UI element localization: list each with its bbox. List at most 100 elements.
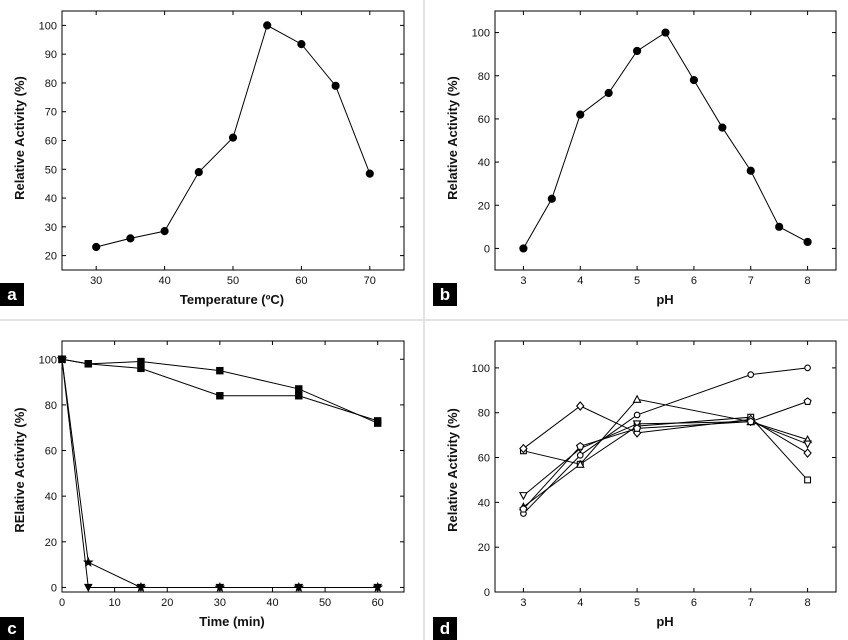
panel-tag-a-text: a (7, 285, 17, 304)
data-point (194, 168, 203, 177)
y-tick-label: 20 (478, 200, 490, 212)
x-axis-label-d: pH (656, 614, 673, 629)
x-tick-label: 6 (691, 597, 697, 609)
x-tick-label: 7 (748, 597, 754, 609)
data-point (518, 492, 528, 501)
x-tick-label: 70 (364, 275, 376, 287)
x-tick-label: 60 (295, 275, 307, 287)
y-tick-label: 80 (478, 71, 490, 83)
data-point (804, 476, 812, 484)
y-tick-label: 0 (51, 582, 57, 594)
x-tick-label: 20 (161, 597, 173, 609)
x-axis-label-a: Temperature (ºC) (180, 292, 284, 307)
y-tick-label: 60 (478, 114, 490, 126)
series-line-4 (61, 359, 378, 588)
data-point (216, 366, 224, 375)
data-point (632, 46, 642, 56)
data-point (576, 442, 585, 450)
data-point (216, 392, 224, 400)
data-point (547, 194, 556, 203)
data-point (92, 242, 101, 252)
x-tick-label: 30 (214, 597, 226, 609)
data-point (295, 385, 303, 393)
panel-tag-b-text: b (440, 285, 450, 304)
y-tick-label: 50 (45, 164, 57, 176)
data-point (83, 583, 93, 592)
data-point (331, 81, 340, 90)
data-point (604, 88, 613, 98)
data-point (519, 443, 528, 454)
y-tick-label: 100 (39, 20, 57, 32)
x-axis-label-c: Time (min) (199, 614, 265, 629)
y-tick-label: 80 (478, 408, 490, 420)
data-point (365, 169, 374, 178)
data-point (746, 417, 755, 426)
data-point (632, 394, 642, 403)
data-point (803, 440, 813, 449)
axes-frame (494, 340, 837, 593)
y-tick-label: 0 (484, 587, 490, 599)
data-point (372, 581, 384, 592)
data-point (689, 75, 699, 85)
axes-frame (61, 340, 405, 593)
data-point (804, 364, 811, 372)
x-tick-label: 40 (158, 275, 170, 287)
data-point (519, 504, 528, 513)
plot-area-c: 0 10 20 30 40 50 60 0 20 40 60 80 100 (39, 340, 405, 609)
panel-tag-c: c (0, 617, 24, 640)
data-point (263, 21, 272, 30)
y-tick-label: 60 (45, 446, 57, 458)
data-point (576, 110, 585, 119)
data-point (746, 166, 755, 175)
data-point (160, 227, 169, 236)
panel-tag-b: b (433, 283, 457, 306)
x-tick-label: 4 (577, 597, 583, 609)
x-tick-label: 5 (634, 275, 640, 287)
y-tick-label: 100 (472, 28, 490, 40)
y-tick-label: 100 (39, 354, 57, 366)
y-axis-label-b: Relative Activity (%) (445, 76, 460, 200)
y-axis-label-a: Relative Activity (%) (12, 76, 27, 200)
y-tick-label: 40 (45, 193, 57, 205)
panel-tag-d: d (433, 617, 457, 640)
data-point (297, 39, 306, 49)
data-point (633, 411, 641, 419)
y-tick-label: 40 (478, 157, 490, 169)
data-point (575, 459, 585, 468)
axes-frame (494, 10, 837, 271)
x-tick-label: 4 (577, 275, 583, 287)
data-point (56, 353, 68, 364)
y-tick-label: 80 (45, 400, 57, 412)
data-point (295, 392, 303, 400)
x-tick-label: 8 (805, 597, 811, 609)
series-line-2 (61, 358, 378, 422)
data-point (576, 401, 585, 411)
x-tick-label: 3 (520, 275, 526, 287)
x-tick-label: 50 (227, 275, 239, 287)
x-tick-label: 6 (691, 275, 697, 287)
y-tick-label: 60 (478, 453, 490, 465)
y-tick-label: 30 (45, 222, 57, 234)
data-point (82, 556, 94, 567)
panel-tag-c-text: c (7, 619, 16, 638)
data-point (803, 237, 812, 247)
data-point (576, 451, 584, 459)
y-tick-label: 20 (45, 537, 57, 549)
data-point (633, 424, 642, 432)
y-tick-label: 60 (45, 136, 57, 148)
data-point (126, 234, 135, 243)
y-tick-label: 100 (472, 363, 490, 375)
panel-tag-d-text: d (440, 619, 450, 638)
plot-area-a: 30 40 50 60 70 20 30 40 50 60 70 80 90 100 (39, 10, 405, 287)
data-point (519, 244, 528, 253)
x-tick-label: 3 (520, 597, 526, 609)
data-point (135, 581, 147, 592)
y-tick-label: 90 (45, 49, 57, 61)
data-point (214, 581, 226, 592)
x-tick-label: 30 (90, 275, 102, 287)
x-axis-label-b: pH (656, 292, 673, 307)
data-point (803, 448, 812, 458)
x-tick-label: 40 (266, 597, 278, 609)
